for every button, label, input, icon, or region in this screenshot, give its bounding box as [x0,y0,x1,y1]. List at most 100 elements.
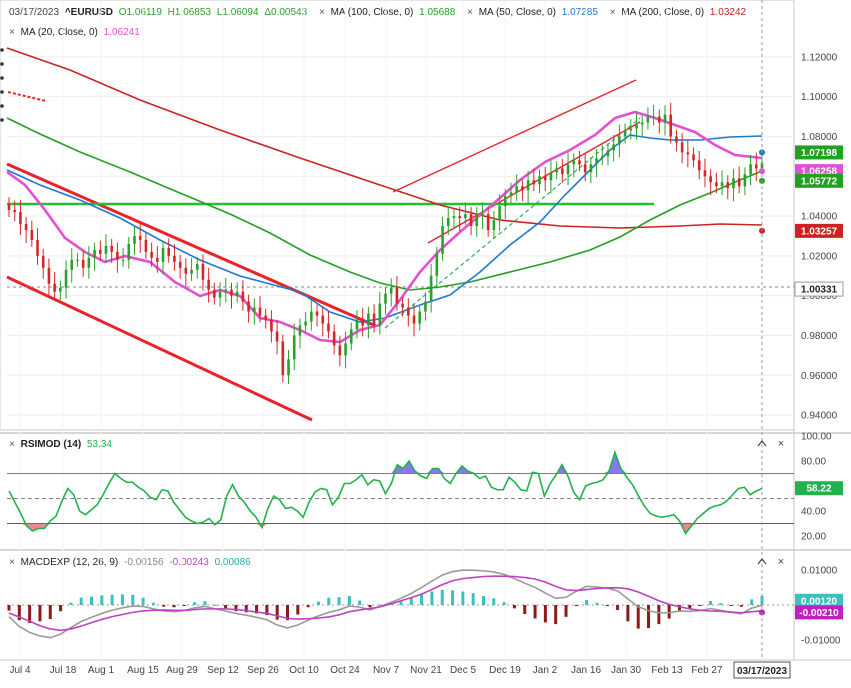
candle-body [53,283,56,292]
candle-body [13,210,17,213]
header-high: H1.06853 [167,7,212,18]
time-tick-label: Dec 5 [450,665,477,676]
trendline-upper-down[interactable] [6,162,377,328]
price-tick-label: 1.04000 [801,212,838,223]
candle-body [703,170,707,177]
price-tick-label: 0.98000 [801,331,838,342]
candle-body [578,160,581,165]
candle-body [30,229,34,240]
macd-histogram-bar [120,594,124,605]
candle-body [503,196,507,207]
ma-end-dot [759,168,765,175]
macd-histogram-bar [316,601,320,605]
macd-histogram-bar [523,605,527,615]
remove-ma200-icon[interactable]: × [609,7,616,18]
macd-histogram-bar [409,598,413,605]
macd-histogram-bar [286,605,290,621]
close-icon[interactable]: × [778,438,784,450]
macd-histogram-bar [193,602,197,605]
candle-body [538,176,541,185]
candle-body [429,275,433,302]
candle-body [315,311,319,316]
macd-histogram-bar [48,605,52,620]
candle-body [275,331,279,342]
remove-macd-icon[interactable]: × [9,557,15,568]
remove-ma100-icon[interactable]: × [318,7,325,18]
close-icon[interactable]: × [778,556,784,568]
rsi-overbought-fill [397,464,404,474]
remove-rsi-icon[interactable]: × [9,439,15,450]
candle-body [612,144,615,151]
candle-body [184,267,188,274]
trendline-dashed-green[interactable] [384,117,641,329]
price-pane-frame [0,0,795,431]
header-low: L1.06094 [216,7,259,18]
macd-histogram-bar [533,605,537,619]
price-tag-label: 1.03257 [801,226,838,237]
collapse-up-icon[interactable] [757,440,767,447]
candle-body [150,251,153,258]
price-tick-label: 1.00000 [801,291,838,302]
drawing-tools-handle[interactable] [0,48,4,122]
candle-body [144,239,148,252]
candle-body [749,164,752,175]
macd-pane-controls[interactable]: × [757,556,784,568]
candle-body [680,142,684,153]
candle-body [98,249,102,254]
macd-tag-hidden [795,593,843,608]
macd-histogram-bar [275,605,279,620]
trendline-dashed-red[interactable] [7,91,47,102]
macd-histogram-bar [38,605,42,622]
rsi-legend: × RSIMOD (14) 53.34 [9,439,115,450]
macd-histogram-bar [585,599,589,605]
time-axis[interactable]: Jul 4 Jul 18 Aug 1 Aug 15 Aug 29 Sep 12 Sep 26… [9,661,791,679]
rsi-overbought-fill [432,468,439,474]
macd-line [8,569,763,639]
rsi-pane-controls[interactable]: × [757,438,784,450]
candle-body [418,311,422,324]
candle-body [332,331,336,346]
candle-body [635,124,638,129]
candle-body [561,168,564,175]
candle-body [509,192,513,197]
macd-histogram-bar [265,605,269,616]
remove-ma20-icon[interactable]: × [9,27,15,38]
rsi-label: RSIMOD (14) [20,439,82,450]
candle-body [760,162,764,169]
candle-body [441,226,444,254]
candle-body [646,116,650,123]
candle-body [555,168,558,173]
time-tick-label: Oct 10 [289,665,319,676]
candle-body [492,220,496,230]
candle-body [669,114,673,137]
candle-body [270,319,273,332]
macd-histogram-bar [636,605,640,629]
candle-body [583,164,587,173]
trendline-lower-down[interactable] [6,275,313,422]
candle-body [87,257,91,268]
time-tick-label: Jan 2 [533,665,558,676]
header-symbol[interactable]: ^EURUSD [64,7,113,18]
macd-histogram-bar [451,590,455,605]
channel-upper[interactable] [392,79,637,193]
candle-body [566,164,570,175]
candle-body [252,307,256,312]
candle-body [475,216,479,227]
candle-body [104,245,108,254]
macd-value-2: -0.00243 [169,557,209,568]
time-tick-label: Nov 21 [410,665,442,676]
trendlines[interactable] [6,79,794,422]
candle-body [24,224,28,230]
macd-histogram-bar [677,605,681,612]
macd-legend: × MACDEXP (12, 26, 9) -0.00156 -0.00243 … [9,557,254,568]
header-open: O1.06119 [118,7,162,18]
macd-histogram-bar [327,597,331,605]
candle-body [173,255,176,262]
candle-body [715,182,718,187]
collapse-up-icon[interactable] [757,558,767,565]
candle-body [41,255,45,268]
candle-body [737,178,741,187]
remove-ma50-icon[interactable]: × [467,7,473,18]
time-tick-label: Dec 19 [489,665,521,676]
